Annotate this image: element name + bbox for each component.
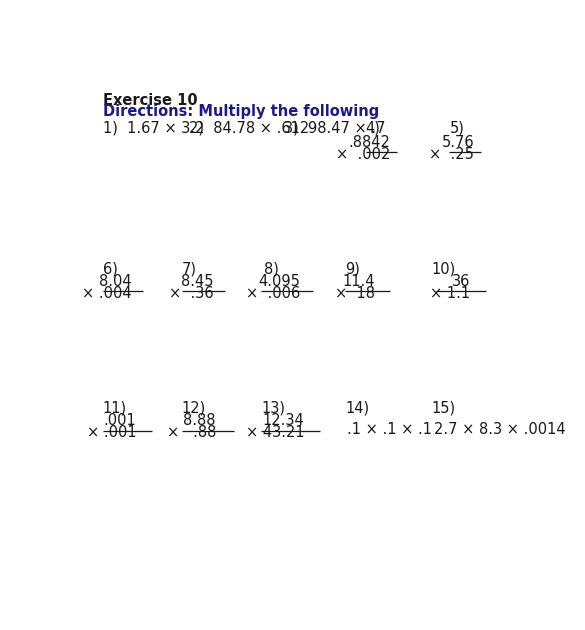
Text: 4): 4) bbox=[366, 120, 380, 135]
Text: Directions: Multiply the following: Directions: Multiply the following bbox=[102, 104, 379, 118]
Text: 8): 8) bbox=[263, 261, 278, 277]
Text: ×  .006: × .006 bbox=[246, 285, 300, 301]
Text: × .001: × .001 bbox=[87, 425, 136, 440]
Text: 10): 10) bbox=[431, 261, 456, 277]
Text: × 1.1: × 1.1 bbox=[430, 285, 470, 301]
Text: 7): 7) bbox=[182, 261, 197, 277]
Text: .001: .001 bbox=[104, 413, 136, 428]
Text: ×  18: × 18 bbox=[335, 285, 374, 301]
Text: .1 × .1 × .1: .1 × .1 × .1 bbox=[347, 423, 432, 437]
Text: ×  .36: × .36 bbox=[169, 285, 214, 301]
Text: 14): 14) bbox=[345, 401, 369, 416]
Text: 12.34: 12.34 bbox=[263, 413, 304, 428]
Text: 6): 6) bbox=[102, 261, 118, 277]
Text: 8.04: 8.04 bbox=[99, 273, 132, 289]
Text: 4.095: 4.095 bbox=[258, 273, 300, 289]
Text: 8.88: 8.88 bbox=[184, 413, 216, 428]
Text: 15): 15) bbox=[431, 401, 455, 416]
Text: 36: 36 bbox=[452, 273, 470, 289]
Text: 9): 9) bbox=[345, 261, 360, 277]
Text: 1)  1.67 × 3.2: 1) 1.67 × 3.2 bbox=[102, 120, 204, 135]
Text: 3)  98.47 × .7: 3) 98.47 × .7 bbox=[284, 120, 386, 135]
Text: 11): 11) bbox=[102, 401, 127, 416]
Text: 12): 12) bbox=[182, 401, 206, 416]
Text: 2)  84.78 × .612: 2) 84.78 × .612 bbox=[189, 120, 309, 135]
Text: 5.76: 5.76 bbox=[442, 135, 474, 150]
Text: ×  .25: × .25 bbox=[429, 147, 474, 162]
Text: 11.4: 11.4 bbox=[342, 273, 374, 289]
Text: × 43.21: × 43.21 bbox=[246, 425, 304, 440]
Text: ×   .88: × .88 bbox=[167, 425, 216, 440]
Text: 13): 13) bbox=[261, 401, 285, 416]
Text: 5): 5) bbox=[449, 120, 464, 135]
Text: 2.7 × 8.3 × .0014: 2.7 × 8.3 × .0014 bbox=[433, 423, 565, 437]
Text: 8.45: 8.45 bbox=[181, 273, 214, 289]
Text: × .004: × .004 bbox=[82, 285, 132, 301]
Text: Exercise 10: Exercise 10 bbox=[102, 93, 197, 108]
Text: .8842: .8842 bbox=[349, 135, 390, 150]
Text: ×  .002: × .002 bbox=[336, 147, 390, 162]
